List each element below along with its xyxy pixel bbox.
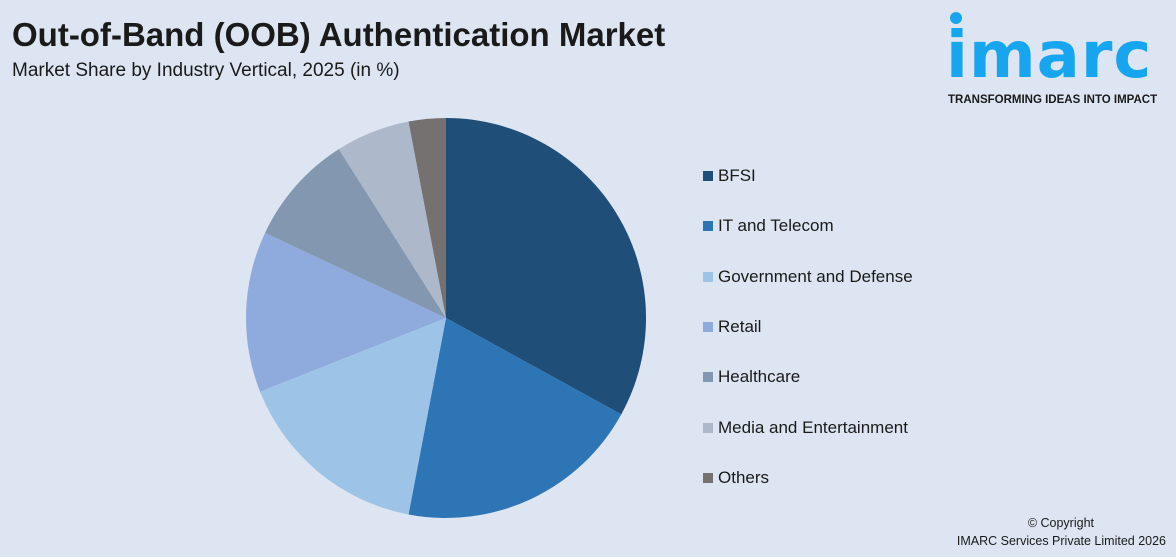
copyright-company: IMARC Services Private Limited 2026 — [956, 534, 1166, 548]
logo-dot — [950, 12, 962, 24]
legend-item: Media and Entertainment — [703, 402, 913, 452]
legend: BFSI IT and Telecom Government and Defen… — [703, 151, 913, 503]
chart-subtitle: Market Share by Industry Vertical, 2025 … — [12, 60, 400, 81]
logo-word: imarc — [946, 19, 1153, 93]
legend-swatch — [703, 372, 713, 383]
legend-label: Healthcare — [718, 367, 801, 387]
legend-label: Media and Entertainment — [718, 417, 908, 437]
legend-item: Government and Defense — [703, 252, 913, 302]
legend-swatch — [703, 221, 713, 232]
legend-item: BFSI — [703, 151, 913, 201]
pie-chart — [246, 118, 646, 519]
pie-slice-media-and-entertainment — [338, 121, 446, 319]
legend-item: IT and Telecom — [703, 201, 913, 251]
legend-swatch — [703, 171, 713, 182]
legend-label: Others — [718, 467, 770, 487]
chart-title: Out-of-Band (OOB) Authentication Market — [12, 16, 666, 53]
legend-swatch — [703, 422, 713, 433]
legend-swatch — [703, 322, 713, 333]
pie-slice-retail — [246, 232, 446, 392]
legend-item: Healthcare — [703, 352, 913, 402]
legend-label: IT and Telecom — [718, 216, 834, 236]
legend-swatch — [703, 271, 713, 282]
pie-slice-government-and-defense — [260, 318, 446, 515]
legend-item: Others — [703, 453, 913, 503]
legend-item: Retail — [703, 302, 913, 352]
pie-slice-healthcare — [265, 149, 446, 318]
pie-slice-bfsi — [446, 118, 646, 415]
legend-swatch — [703, 472, 713, 483]
legend-label: Government and Defense — [718, 266, 913, 286]
copyright: © Copyright IMARC Services Private Limit… — [957, 514, 1166, 550]
pie-slice-it-and-telecom — [408, 318, 622, 519]
logo-tagline: TRANSFORMING IDEAS INTO IMPACT — [948, 94, 1158, 106]
legend-label: BFSI — [718, 166, 756, 186]
legend-label: Retail — [718, 317, 762, 337]
copyright-line: © Copyright — [1027, 516, 1094, 530]
pie-slice-others — [408, 118, 446, 318]
imarc-logo: imarc TRANSFORMING IDEAS INTO IMPACT — [946, 8, 1171, 108]
